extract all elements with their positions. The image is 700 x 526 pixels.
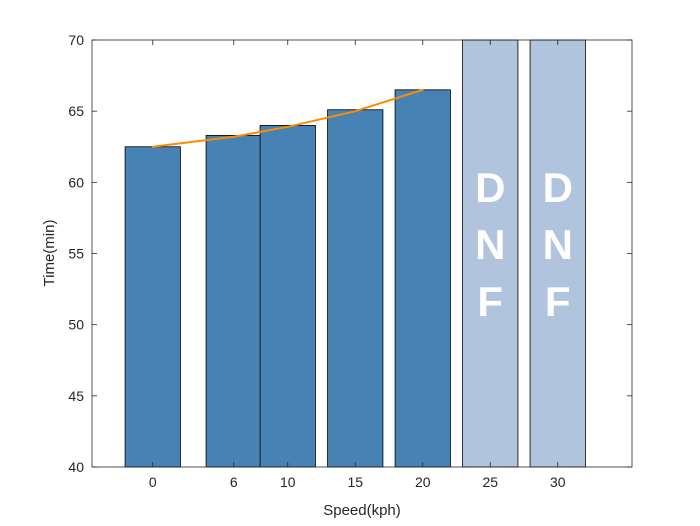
trend-line <box>151 88 424 148</box>
x-tick-label: 15 <box>347 474 363 490</box>
y-axis-label: Time(min) <box>41 220 58 287</box>
x-tick-label: 10 <box>280 474 296 490</box>
x-tick-label: 0 <box>149 474 157 490</box>
bar-0 <box>124 146 181 468</box>
dnf-letter: D <box>475 164 505 211</box>
dnf-letter: D <box>543 164 573 211</box>
dnf-letter: F <box>545 278 571 325</box>
dnf-letter: N <box>475 221 505 268</box>
bar-15 <box>327 109 384 468</box>
x-axis-label: Speed(kph) <box>323 502 401 519</box>
x-tick-label: 25 <box>482 474 498 490</box>
y-tick-label: 50 <box>68 317 84 333</box>
x-tick-label: 6 <box>230 474 238 490</box>
x-tick-label: 20 <box>415 474 431 490</box>
bars-layer: DNF DNF <box>124 39 586 468</box>
y-tick-label: 40 <box>68 459 84 475</box>
bar-10 <box>259 125 316 468</box>
y-tick-label: 70 <box>68 32 84 48</box>
dnf-letter: N <box>543 221 573 268</box>
x-tick-label: 30 <box>550 474 566 490</box>
y-tick-label: 65 <box>68 103 84 119</box>
dnf-letter: F <box>477 278 503 325</box>
y-tick-label: 45 <box>68 388 84 404</box>
dnf-bar-30 <box>529 39 586 468</box>
bar-6 <box>205 134 262 468</box>
y-tick-label: 60 <box>68 174 84 190</box>
trend-layer <box>151 88 424 148</box>
ticks-layer: 40 45 50 55 60 65 70 0 6 10 15 20 25 30 <box>68 32 632 490</box>
y-tick-label: 55 <box>68 246 84 262</box>
bar-20 <box>394 89 451 468</box>
